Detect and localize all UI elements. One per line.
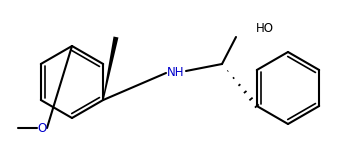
Text: NH: NH (167, 65, 185, 78)
Text: O: O (37, 122, 47, 135)
Text: HO: HO (256, 22, 274, 35)
Polygon shape (103, 36, 119, 100)
